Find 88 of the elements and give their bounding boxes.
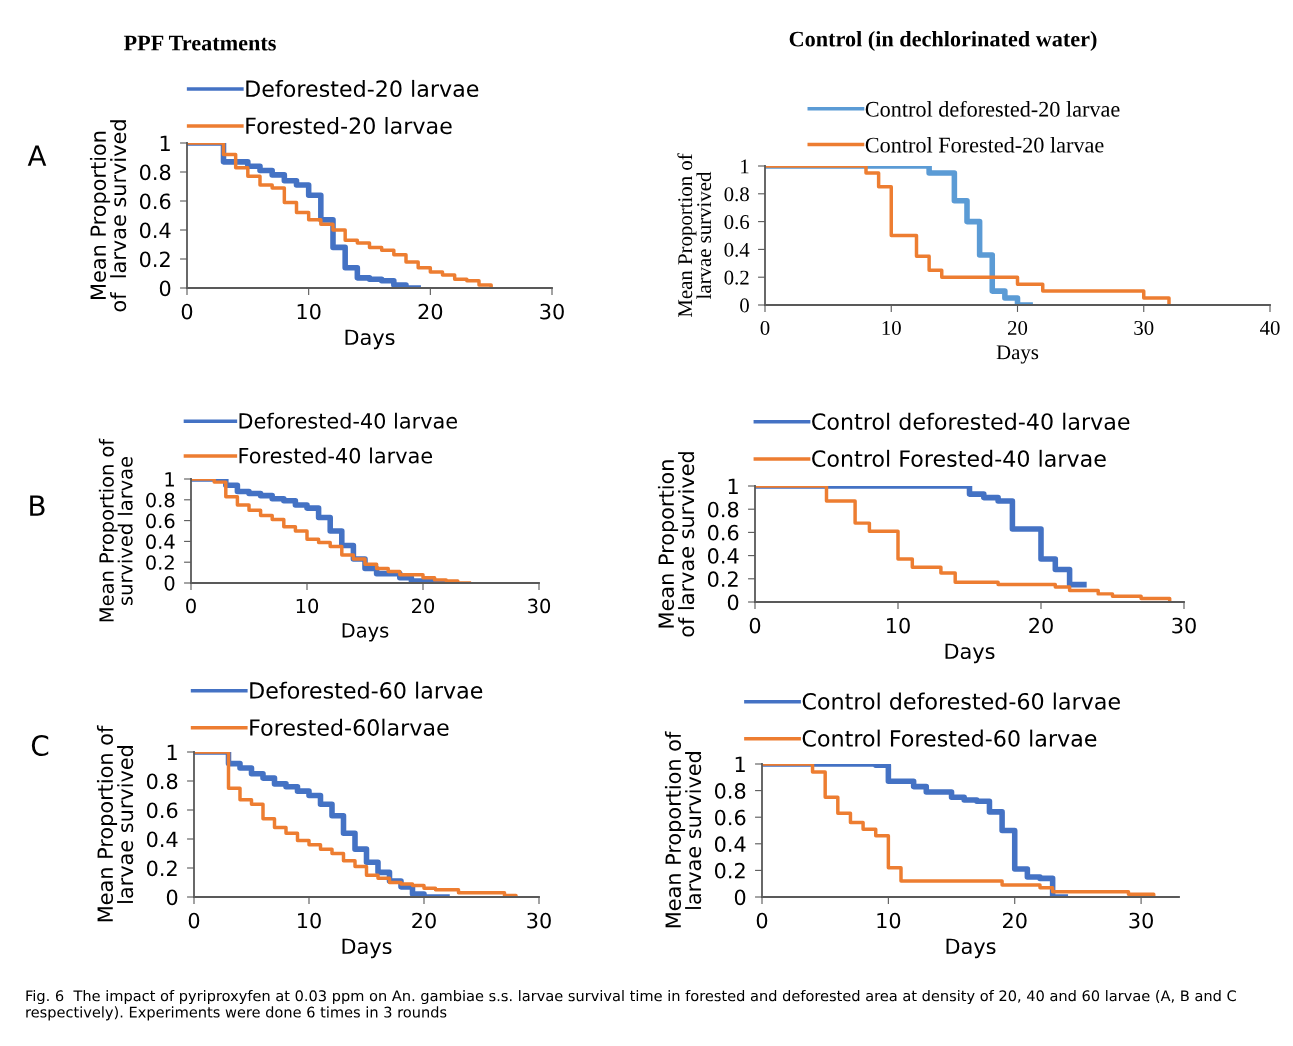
y-tick-label: 0 (166, 889, 178, 906)
x-tick-label: 30 (1134, 320, 1154, 335)
legend-label: Control deforested-20 larvae (865, 100, 1120, 117)
y-tick-label: 1 (160, 135, 170, 151)
x-tick-label: 10 (298, 912, 321, 929)
y-tick-label: 0.4 (146, 831, 178, 848)
legend-label: Deforested-60 larvae (250, 681, 483, 699)
legend-label: Control deforested-40 larvae (812, 412, 1130, 430)
caption: Fig. 6 The impact of pyriproxyfen at 0.03 ppm on An. gambiae s.s. larvae survival time in forested and deforested area at density of 20, 40 and 60 larvae (A, B and C respectively). Experiments were done 6 times in 3 rounds (26, 990, 1236, 1021)
legend-label: Forested-60larvae (250, 718, 449, 736)
x-axis-title: Days (345, 329, 395, 350)
x-tick-label: 30 (1129, 912, 1153, 929)
y-tick-label: 0.2 (724, 270, 749, 285)
y-tick-label: 1 (728, 478, 738, 494)
x-tick-label: 20 (1029, 617, 1053, 634)
x-tick-label: 0 (756, 912, 768, 929)
legend-label: Control Forested-40 larvae (812, 449, 1106, 468)
y-tick-label: 1 (167, 744, 177, 760)
legend-label: Control Forested-60 larvae (802, 729, 1097, 747)
y-tick-label: 0.6 (146, 802, 178, 819)
y-axis-title: Mean Proportion of larvae survived (677, 153, 712, 318)
legend-label: Control Forested-20 larvae (865, 136, 1104, 153)
text: A (27, 145, 47, 166)
y-tick-label: 0.2 (139, 251, 170, 268)
x-tick-label: 0 (181, 303, 193, 320)
x-tick-label: 20 (412, 912, 436, 929)
y-tick-label: 1 (735, 756, 745, 772)
x-tick-label: 10 (887, 617, 910, 634)
x-tick-label: 30 (528, 598, 551, 614)
x-tick-label: 20 (1008, 320, 1028, 335)
y-tick-label: 0.2 (146, 555, 174, 570)
y-tick-label: 0.6 (714, 809, 746, 826)
x-tick-label: 20 (1003, 912, 1027, 929)
y-axis-title: Mean Proportion of larvae survived (96, 725, 134, 922)
y-tick-label: 0.2 (714, 862, 745, 879)
x-axis-title: Days (996, 345, 1039, 364)
chart-title: PPF Treatments (123, 35, 276, 51)
y-axis-title: Mean Proportion of larvae survived (89, 120, 127, 312)
y-tick-label: 0.8 (146, 773, 178, 790)
y-tick-label: 0.8 (714, 783, 746, 799)
y-axis-title: Mean Proportion of larvae survived (657, 452, 695, 637)
y-tick-label: 0.8 (139, 164, 171, 181)
y-tick-label: 0 (164, 575, 175, 591)
text: C (31, 735, 49, 757)
legend-label: Forested-20 larvae (246, 116, 452, 135)
x-tick-label: 10 (296, 598, 319, 614)
y-tick-label: 0.6 (146, 513, 175, 529)
x-axis-title: Days (945, 643, 995, 664)
legend-label: Deforested-20 larvae (246, 79, 479, 98)
x-tick-label: 10 (297, 303, 321, 320)
x-tick-label: 0 (186, 598, 196, 614)
y-tick-label: 0.4 (714, 836, 746, 853)
y-tick-label: 0.8 (724, 187, 749, 202)
text: B (30, 495, 45, 516)
x-tick-label: 0 (760, 320, 770, 335)
x-tick-label: 10 (882, 320, 901, 335)
y-tick-label: 0.6 (724, 214, 750, 230)
x-tick-label: 0 (188, 912, 200, 929)
y-tick-label: 1 (165, 472, 174, 487)
y-tick-label: 0 (734, 889, 746, 906)
x-tick-label: 20 (412, 598, 435, 614)
y-tick-label: 0.2 (146, 860, 177, 877)
x-tick-label: 30 (1172, 617, 1196, 634)
y-axis-title: Mean Proportion of larvae survived (664, 731, 702, 928)
y-tick-label: 0.4 (139, 222, 171, 239)
y-tick-label: 0.6 (139, 193, 171, 210)
y-tick-label: 0.6 (707, 524, 739, 541)
y-tick-label: 0.2 (707, 571, 738, 588)
legend-label: Deforested-40 larvae (239, 412, 457, 429)
x-tick-label: 30 (527, 912, 551, 929)
x-tick-label: 40 (1259, 320, 1280, 335)
x-tick-label: 10 (877, 912, 901, 929)
y-tick-label: 0.8 (146, 492, 175, 508)
legend-label: Control deforested-60 larvae (802, 692, 1120, 710)
y-tick-label: 1 (741, 159, 749, 174)
x-axis-title: Days (342, 623, 389, 642)
x-tick-label: 20 (418, 303, 443, 320)
legend-label: Forested-40 larvae (239, 447, 433, 464)
chart-title: Control (in dechlorinated water) (789, 30, 1097, 52)
y-tick-label: 0.8 (707, 501, 739, 518)
y-axis-title: Mean Proportion of survived larvae (98, 438, 133, 622)
y-tick-label: 0.4 (707, 548, 739, 564)
y-tick-label: 0.4 (146, 534, 175, 550)
x-tick-label: 30 (540, 303, 564, 320)
x-axis-title: Days (342, 938, 392, 959)
y-tick-label: 0.4 (724, 242, 750, 257)
y-tick-label: 0 (159, 280, 171, 297)
x-axis-title: Days (946, 938, 996, 959)
